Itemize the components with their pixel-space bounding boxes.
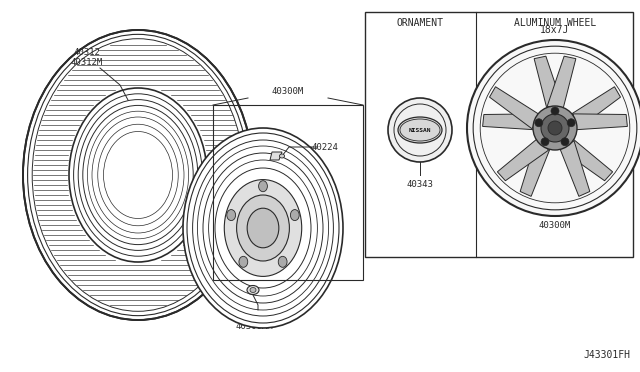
Ellipse shape — [183, 128, 343, 328]
Circle shape — [548, 121, 562, 135]
Polygon shape — [270, 152, 282, 160]
Polygon shape — [534, 56, 563, 110]
Text: NISSAN: NISSAN — [409, 128, 431, 132]
Bar — [213, 105, 363, 280]
Ellipse shape — [227, 209, 236, 221]
Ellipse shape — [280, 154, 285, 158]
Circle shape — [567, 119, 575, 127]
Circle shape — [533, 106, 577, 150]
Text: 40300M: 40300M — [272, 87, 304, 96]
Text: SEC.253
(40700M): SEC.253 (40700M) — [218, 153, 255, 172]
Ellipse shape — [250, 288, 256, 292]
Ellipse shape — [237, 195, 289, 261]
Ellipse shape — [278, 256, 287, 267]
Polygon shape — [483, 114, 537, 130]
Polygon shape — [547, 56, 576, 110]
Polygon shape — [490, 87, 540, 129]
Ellipse shape — [247, 208, 279, 248]
Text: 40224: 40224 — [312, 142, 339, 151]
Circle shape — [541, 114, 569, 142]
Circle shape — [541, 138, 549, 146]
Polygon shape — [561, 138, 612, 181]
Ellipse shape — [239, 256, 248, 267]
Ellipse shape — [224, 180, 301, 276]
Polygon shape — [559, 141, 590, 196]
Circle shape — [551, 107, 559, 115]
Polygon shape — [497, 138, 548, 181]
Bar — [365, 12, 633, 257]
Ellipse shape — [33, 40, 243, 310]
Text: ORNAMENT: ORNAMENT — [397, 18, 444, 28]
Text: J43301FH: J43301FH — [583, 350, 630, 360]
Circle shape — [388, 98, 452, 162]
Circle shape — [535, 119, 543, 127]
Polygon shape — [570, 87, 621, 129]
Circle shape — [467, 40, 640, 216]
Text: 40312
40312M: 40312 40312M — [71, 48, 103, 67]
Text: 18x7J: 18x7J — [540, 25, 570, 35]
Text: 40300M: 40300M — [539, 221, 571, 230]
Ellipse shape — [291, 209, 300, 221]
Text: 40343: 40343 — [406, 180, 433, 189]
Text: 40300A
40300AA: 40300A 40300AA — [235, 312, 273, 331]
Ellipse shape — [398, 117, 442, 143]
Polygon shape — [573, 114, 627, 130]
Ellipse shape — [247, 285, 259, 295]
Circle shape — [561, 138, 569, 146]
Ellipse shape — [259, 181, 268, 192]
Text: ALUMINUM WHEEL: ALUMINUM WHEEL — [514, 18, 596, 28]
Polygon shape — [520, 141, 550, 196]
